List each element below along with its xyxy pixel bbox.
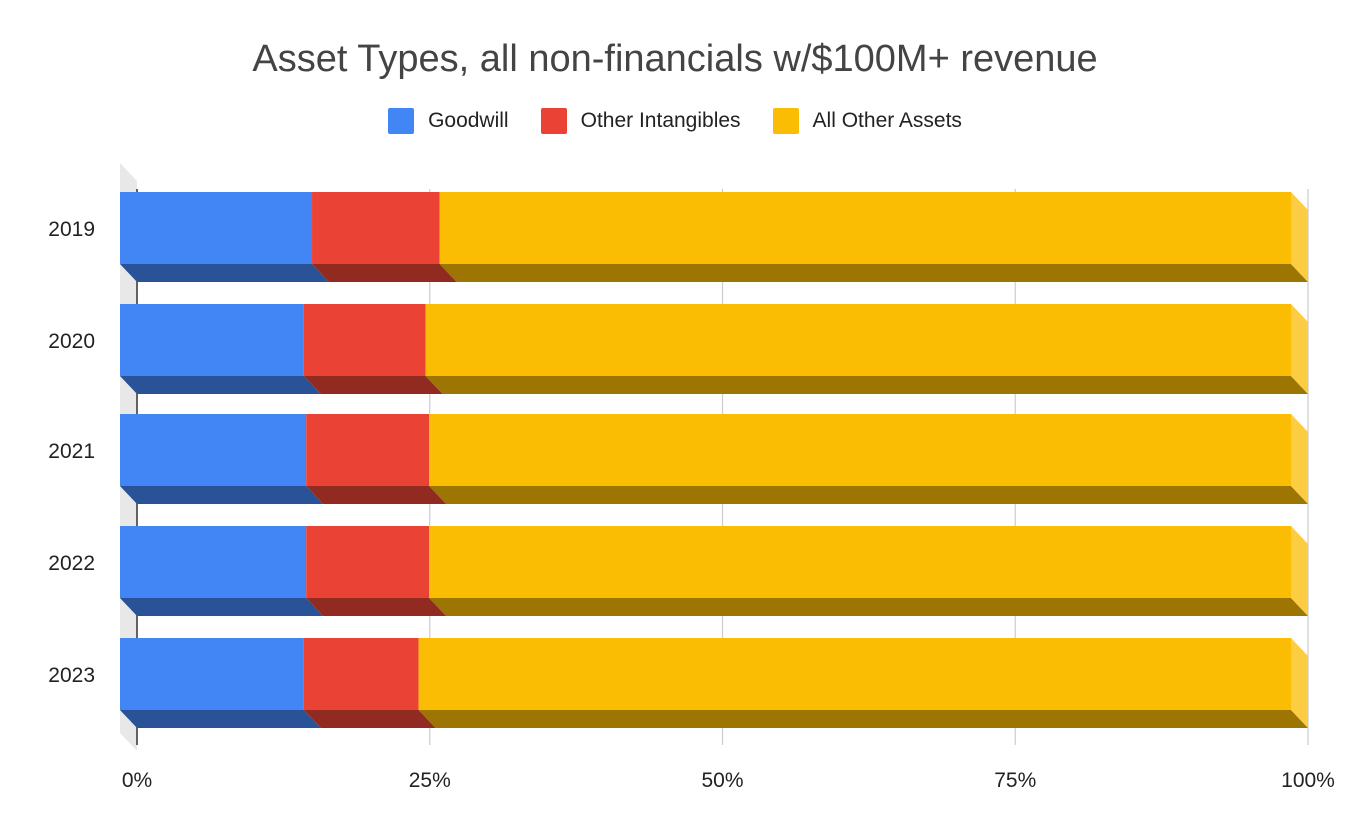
legend-swatch-all-other-assets [772, 108, 799, 134]
x-tick-label-2: 50% [701, 769, 743, 792]
bar-2023-other-intangibles [303, 638, 419, 710]
bar-2019-other-intangibles [312, 192, 440, 264]
y-tick-label-2022: 2022 [48, 552, 95, 575]
bar-2020-goodwill [120, 304, 304, 376]
bar-end-cap-2022 [1291, 526, 1308, 616]
bar-2021-goodwill [120, 414, 307, 486]
bar-end-cap-2021 [1291, 414, 1308, 504]
legend-item-all-other-assets[interactable]: All Other Assets [772, 108, 962, 134]
y-tick-label-2020: 2020 [48, 330, 95, 353]
y-tick-label-2019: 2019 [48, 218, 95, 241]
chart-title: Asset Types, all non-financials w/$100M+… [252, 38, 1098, 80]
x-tick-label-0: 0% [122, 769, 152, 792]
bar-depth-2023-1 [303, 710, 436, 728]
bar-2019-goodwill [120, 192, 313, 264]
bar-2023-goodwill [120, 638, 304, 710]
legend-swatch-other-intangibles [540, 108, 567, 134]
legend-item-goodwill[interactable]: Goodwill [388, 108, 509, 134]
bar-depth-2021-2 [429, 486, 1308, 504]
bar-depth-2020-1 [303, 376, 443, 394]
bar-2022-goodwill [120, 526, 307, 598]
bar-depth-2019-2 [439, 264, 1309, 282]
bar-2022-all-other-assets [429, 526, 1291, 598]
bar-depth-2019-0 [120, 264, 330, 282]
bar-2020-other-intangibles [303, 304, 426, 376]
bar-2022-other-intangibles [306, 526, 430, 598]
bar-2021-all-other-assets [429, 414, 1291, 486]
x-tick-label-1: 25% [409, 769, 451, 792]
legend-swatch-goodwill [388, 108, 415, 134]
bar-depth-2023-2 [418, 710, 1309, 728]
bar-depth-2021-1 [306, 486, 447, 504]
bar-end-cap-2019 [1291, 192, 1308, 282]
bar-depth-2020-0 [120, 376, 321, 394]
legend: Goodwill Other Intangibles All Other Ass… [0, 108, 1350, 134]
legend-label-all-other-assets: All Other Assets [812, 109, 962, 132]
bar-2020-all-other-assets [425, 304, 1292, 376]
bar-depth-2019-1 [312, 264, 457, 282]
bar-end-cap-2020 [1291, 304, 1308, 394]
y-tick-label-2023: 2023 [48, 664, 95, 687]
bar-2021-other-intangibles [306, 414, 430, 486]
bar-depth-2022-2 [429, 598, 1308, 616]
bar-2019-all-other-assets [439, 192, 1292, 264]
legend-label-goodwill: Goodwill [428, 109, 509, 132]
bar-depth-2022-0 [120, 598, 324, 616]
bar-end-cap-2023 [1291, 638, 1308, 728]
x-tick-label-4: 100% [1281, 769, 1335, 792]
legend-label-other-intangibles: Other Intangibles [580, 109, 741, 132]
y-tick-label-2021: 2021 [48, 440, 95, 463]
x-tick-label-3: 75% [994, 769, 1036, 792]
bar-depth-2023-0 [120, 710, 321, 728]
bar-depth-2020-2 [425, 376, 1309, 394]
bar-depth-2022-1 [306, 598, 447, 616]
bar-2023-all-other-assets [418, 638, 1292, 710]
legend-item-other-intangibles[interactable]: Other Intangibles [540, 108, 741, 134]
bar-depth-2021-0 [120, 486, 324, 504]
